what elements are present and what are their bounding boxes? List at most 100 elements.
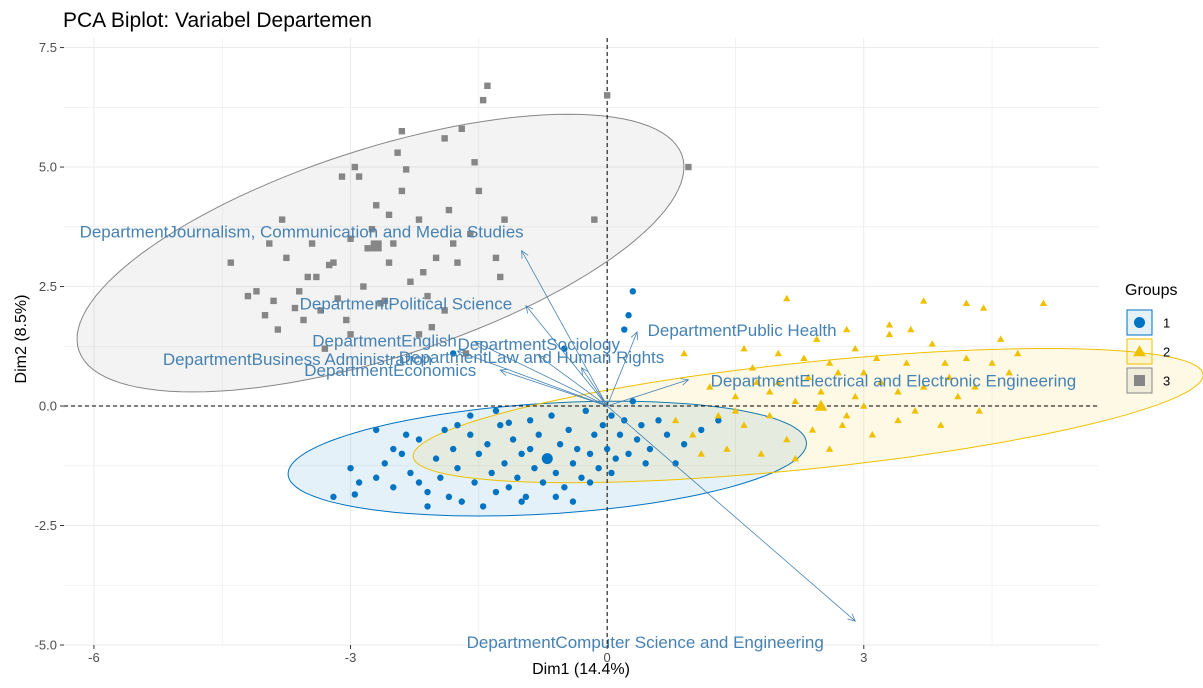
point-group-1 [424,503,430,509]
point-group-3 [313,274,319,280]
point-group-1 [574,446,580,452]
point-group-1 [591,432,597,438]
point-group-1 [561,484,567,490]
point-group-1 [390,446,396,452]
point-group-3 [339,173,345,179]
point-group-1 [433,455,439,461]
point-group-3 [305,274,311,280]
point-group-3 [399,128,405,134]
point-group-1 [523,494,529,500]
y-tick-label: 7.5 [39,40,57,55]
centroid-group-3 [371,240,382,251]
point-group-1 [454,465,460,471]
point-group-3 [283,255,289,261]
point-group-1 [437,475,443,481]
variable-label: DepartmentLaw and Human Rights [399,348,665,367]
point-group-1 [600,422,606,428]
point-group-3 [407,279,413,285]
point-group-1 [352,491,358,497]
point-group-1 [450,446,456,452]
point-group-1 [488,470,494,476]
point-group-1 [655,417,661,423]
point-group-1 [471,479,477,485]
point-group-1 [356,479,362,485]
point-group-1 [617,432,623,438]
point-group-1 [493,408,499,414]
point-group-1 [548,412,554,418]
point-group-1 [493,489,499,495]
legend-label: 1 [1163,316,1170,331]
point-group-1 [416,436,422,442]
point-group-3 [253,288,259,294]
point-group-3 [480,97,486,103]
point-group-1 [399,451,405,457]
point-group-3 [604,92,610,98]
point-group-1 [536,432,542,438]
point-group-3 [420,269,426,275]
point-group-1 [373,475,379,481]
point-group-1 [531,465,537,471]
point-group-1 [497,422,503,428]
point-group-3 [356,173,362,179]
point-group-1 [514,475,520,481]
y-tick-label: 2.5 [39,279,57,294]
point-group-3 [459,126,465,132]
point-group-3 [228,259,234,265]
x-tick-label: -6 [88,650,100,665]
point-group-3 [352,164,358,170]
variable-label: DepartmentComputer Science and Engineeri… [467,633,824,652]
legend-label: 2 [1163,345,1170,360]
legend-label: 3 [1163,374,1170,389]
point-group-3 [497,274,503,280]
legend-key-circle [1134,317,1145,328]
point-group-3 [292,305,298,311]
point-group-1 [587,451,593,457]
point-group-1 [454,422,460,428]
point-group-1 [527,417,533,423]
point-group-1 [587,479,593,485]
point-group-1 [446,494,452,500]
point-group-3 [454,259,460,265]
point-group-1 [553,470,559,476]
point-group-1 [647,446,653,452]
point-group-1 [510,436,516,442]
point-group-1 [595,465,601,471]
point-group-3 [484,83,490,89]
point-group-1 [608,412,614,418]
point-group-1 [681,441,687,447]
x-tick-label: 3 [860,650,867,665]
point-group-3 [296,288,302,294]
point-group-1 [416,479,422,485]
point-group-1 [625,312,631,318]
legend-key-square [1134,375,1145,386]
variable-label: DepartmentPolitical Science [300,295,513,314]
point-group-1 [506,484,512,490]
point-group-1 [621,326,627,332]
point-group-3 [386,259,392,265]
point-group-1 [604,446,610,452]
point-group-1 [467,432,473,438]
y-tick-label: 0.0 [39,399,57,414]
point-group-1 [484,441,490,447]
point-group-1 [570,460,576,466]
point-group-1 [608,470,614,476]
point-group-1 [518,451,524,457]
point-group-3 [373,202,379,208]
point-group-1 [553,494,559,500]
point-group-3 [493,255,499,261]
point-group-1 [638,422,644,428]
point-group-1 [630,398,636,404]
point-group-1 [664,432,670,438]
point-group-1 [403,432,409,438]
point-group-1 [390,484,396,490]
y-tick-label: 5.0 [39,160,57,175]
point-group-3 [300,317,306,323]
point-group-1 [441,427,447,433]
point-group-3 [364,245,370,251]
point-group-1 [642,460,648,466]
y-tick-label: -5.0 [35,638,57,653]
point-group-3 [262,312,268,318]
point-group-3 [591,216,597,222]
point-group-3 [275,326,281,332]
